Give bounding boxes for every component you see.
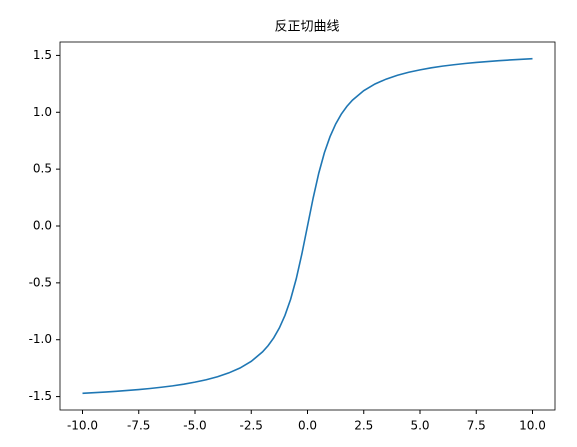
plot-frame bbox=[59, 41, 556, 411]
y-tick-label: 0.5 bbox=[33, 162, 52, 176]
y-tick-label: -1.5 bbox=[29, 389, 52, 403]
y-tick-label: -0.5 bbox=[29, 275, 52, 289]
y-tick-label: -1.0 bbox=[29, 332, 52, 346]
data-line bbox=[82, 57, 533, 395]
x-tick-label: 5.0 bbox=[410, 419, 429, 433]
x-tick-label: -7.5 bbox=[127, 419, 150, 433]
x-tick-label: -2.5 bbox=[240, 419, 263, 433]
y-tick-label: 1.5 bbox=[33, 48, 52, 62]
chart-title: 反正切曲线 bbox=[274, 20, 339, 35]
x-tick-label: 10.0 bbox=[519, 419, 546, 433]
x-tick-label: -5.0 bbox=[183, 419, 206, 433]
y-tick-label: 1.0 bbox=[33, 105, 52, 119]
x-tick-label: 0.0 bbox=[298, 419, 317, 433]
x-tick-label: 2.5 bbox=[354, 419, 373, 433]
x-tick-label: 7.5 bbox=[467, 419, 486, 433]
x-tick-label: -10.0 bbox=[67, 419, 98, 433]
y-tick-label: 0.0 bbox=[33, 219, 52, 233]
